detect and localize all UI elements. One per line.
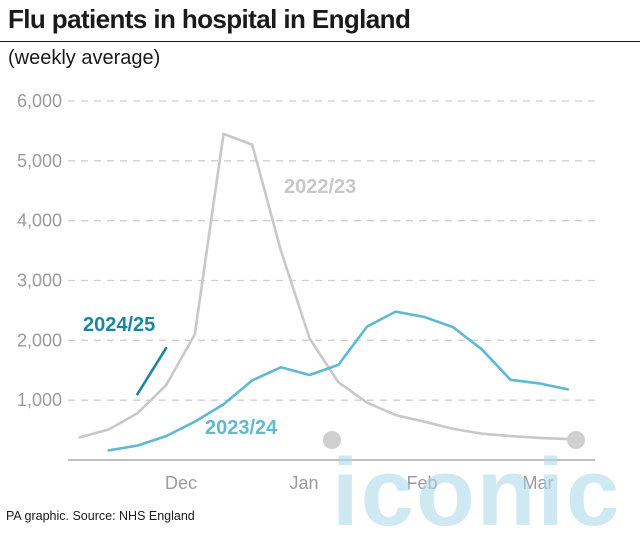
y-tick-label: 2,000 [17, 330, 62, 350]
iconic-watermark: iconic [332, 439, 622, 546]
x-tick-label: Jan [289, 473, 318, 493]
y-tick-label: 6,000 [17, 91, 62, 111]
grid-lines [68, 100, 595, 401]
y-tick-label: 5,000 [17, 151, 62, 171]
series-label-2022-23: 2022/23 [284, 176, 356, 198]
series-line-2023-24 [107, 310, 570, 452]
x-tick-label: Dec [165, 473, 197, 493]
x-tick-label: Feb [406, 473, 437, 493]
y-tick-label: 3,000 [17, 271, 62, 291]
title-rule [0, 41, 640, 42]
y-tick-label: 1,000 [17, 390, 62, 410]
series-line-2022-23 [78, 132, 570, 441]
series-labels: 2022/23 2023/24 2024/25 [83, 176, 585, 449]
y-axis-ticks: 1,000 2,000 3,000 4,000 5,000 6,000 [17, 91, 62, 410]
watermark-dot [567, 431, 585, 449]
y-tick-label: 4,000 [17, 211, 62, 231]
series-line-2024-25 [136, 346, 168, 396]
x-tick-label: Mar [523, 473, 554, 493]
chart-subtitle: (weekly average) [8, 47, 161, 69]
series-lines [78, 132, 570, 452]
chart-title: Flu patients in hospital in England [8, 4, 411, 34]
series-label-2023-24: 2023/24 [205, 417, 278, 439]
watermark-dot [323, 431, 341, 449]
series-label-2024-25: 2024/25 [83, 314, 155, 336]
line-chart: 1,000 2,000 3,000 4,000 5,000 6,000 Dec Jan Feb… [17, 91, 595, 493]
x-axis-ticks: Dec Jan Feb Mar [165, 473, 554, 493]
source-note: PA graphic. Source: NHS England [6, 509, 195, 523]
